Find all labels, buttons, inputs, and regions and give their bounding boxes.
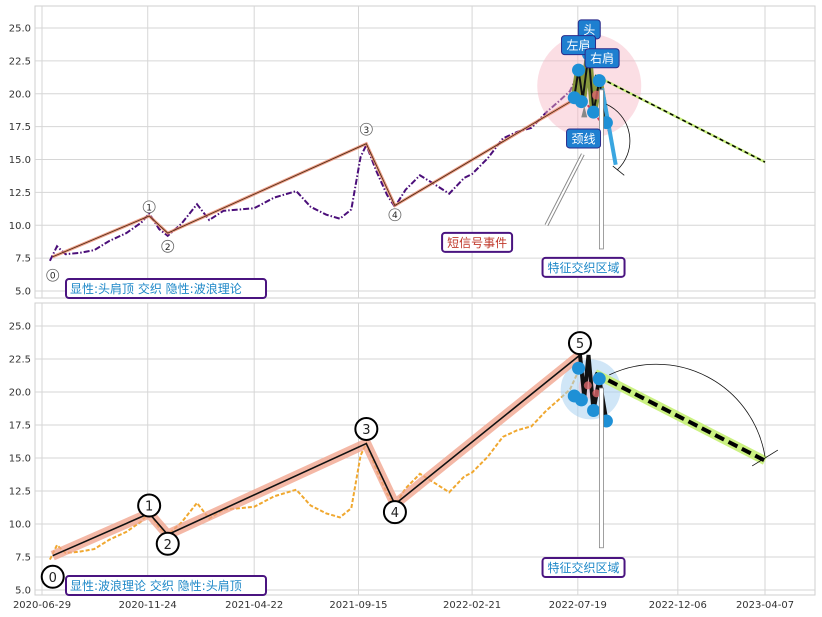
wave-marker-label: 1: [146, 203, 152, 213]
hs-point: [572, 63, 586, 77]
y-tick-label: 10.0: [9, 221, 31, 232]
wave-marker-label: 2: [165, 243, 171, 253]
measure-arc: [609, 363, 766, 457]
hs-point: [574, 95, 588, 109]
wave-marker: [142, 200, 156, 214]
x-tick-label: 2022-07-19: [549, 600, 607, 611]
annotation-label: 右肩: [590, 51, 614, 66]
y-tick-label: 7.5: [15, 553, 31, 564]
y-tick-label: 20.0: [9, 388, 31, 399]
hs-point: [587, 403, 601, 417]
bottom-panel: 5.0 7.5 10.0 12.5 15.0 17.5 20.0 22.5 25.0 2020-0…: [9, 302, 816, 611]
hs-point: [587, 105, 601, 119]
wave-marker-label: 5: [576, 337, 584, 352]
x-tick-label: 2020-11-24: [119, 600, 177, 611]
hs-minor-point: [592, 389, 601, 398]
y-tick-label: 20.0: [9, 89, 31, 100]
arrow-feature-zone: [598, 89, 604, 250]
y-tick-label: 10.0: [9, 520, 31, 531]
price-series-line: [49, 72, 580, 262]
wave-marker: [161, 239, 175, 253]
wave-line: [52, 354, 581, 557]
measure-arc: [606, 103, 631, 171]
wave-marker: [40, 564, 65, 589]
y-tick-label: 15.0: [9, 155, 31, 166]
annotation-box: [441, 231, 514, 253]
arrow-feature-zone: [598, 387, 604, 549]
measure-tick: [751, 449, 779, 467]
y-tick-label: 22.5: [9, 355, 31, 366]
arrow-neck-head: [581, 105, 588, 118]
hs-minor-point: [591, 90, 601, 100]
annotation-label: 短信号事件: [447, 236, 507, 250]
y-tick-label: 12.5: [9, 188, 31, 199]
legend-box: [65, 278, 267, 299]
measure-tick: [612, 165, 625, 176]
wave-marker: [155, 531, 180, 556]
annotation-box: [566, 128, 602, 149]
wave-marker-label: 4: [392, 211, 398, 221]
plot-frame: [34, 302, 816, 596]
wave-marker: [388, 208, 402, 222]
annotation-label: 颈线: [572, 132, 596, 146]
hs-point: [592, 372, 606, 386]
y-tick-label: 25.0: [9, 24, 31, 35]
legend-text: 显性:波浪理论 交织 隐性:头肩顶: [70, 578, 242, 593]
wave-marker-label: 0: [50, 272, 56, 282]
wave-marker-label: 3: [363, 126, 369, 136]
y-tick-label: 5.0: [15, 586, 31, 597]
y-tick-label: 25.0: [9, 322, 31, 333]
x-tick-label: 2021-04-22: [225, 600, 283, 611]
wave-marker: [354, 416, 379, 441]
projection-line: [594, 371, 766, 463]
y-tick-label: 22.5: [9, 56, 31, 67]
hs-point: [592, 74, 606, 88]
legend-box: [65, 575, 267, 596]
annotation-label: 头: [583, 23, 595, 37]
y-tick-label: 12.5: [9, 487, 31, 498]
wave-marker: [46, 268, 60, 282]
trend-line: [52, 97, 578, 258]
annotation-label: 特征交织区域: [548, 260, 620, 275]
x-tick-label: 2022-12-06: [649, 600, 707, 611]
projection-line: [594, 74, 766, 163]
top-panel: 5.0 7.5 10.0 12.5 15.0 17.5 20.0 22.5 25.0 0 1 2 3 4 头…: [9, 5, 816, 299]
x-tick-label: 2020-06-29: [13, 600, 71, 611]
annotation-label: 左肩: [567, 38, 591, 53]
y-tick-label: 17.5: [9, 122, 31, 133]
arrow-short-signal-inner: [545, 153, 584, 226]
hs-point: [574, 393, 588, 407]
x-tick-label: 2021-09-15: [329, 600, 387, 611]
y-tick-label: 17.5: [9, 421, 31, 432]
wave-marker: [137, 493, 162, 518]
x-tick-label: 2022-02-21: [443, 600, 501, 611]
hs-zigzag-line: [578, 354, 609, 422]
annotation-box: [541, 256, 626, 278]
wave-marker-label: 2: [164, 538, 172, 553]
wave-marker: [359, 122, 373, 136]
annotation-box: [584, 48, 620, 69]
hs-point: [572, 361, 586, 375]
y-tick-label: 7.5: [15, 254, 31, 265]
wave-marker-label: 0: [49, 571, 57, 586]
wave-marker-label: 1: [145, 500, 153, 515]
wave-marker-label: 3: [362, 423, 370, 438]
y-tick-label: 5.0: [15, 287, 31, 298]
wave-marker: [567, 331, 592, 356]
legend-text: 显性:头肩顶 交织 隐性:波浪理论: [70, 281, 242, 296]
y-tick-label: 15.0: [9, 454, 31, 465]
x-tick-label: 2023-04-07: [736, 600, 794, 611]
wave-marker-label: 4: [391, 506, 399, 521]
annotation-label: 特征交织区域: [548, 560, 620, 575]
hs-minor-point: [583, 381, 592, 390]
plot-frame: [34, 5, 816, 299]
wave-marker: [382, 500, 407, 525]
annotation-box: [541, 557, 626, 579]
